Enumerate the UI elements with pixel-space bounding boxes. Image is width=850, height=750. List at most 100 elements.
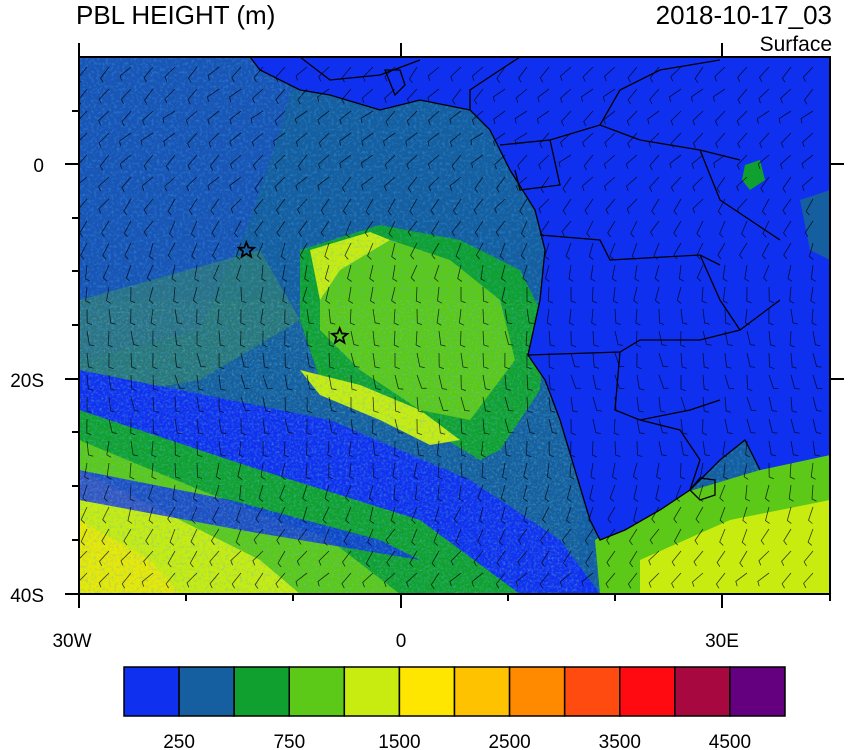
wind-barb xyxy=(592,418,601,434)
wind-barb xyxy=(453,198,462,216)
wind-barb xyxy=(323,528,330,546)
wind-barb xyxy=(515,572,528,587)
wind-barb xyxy=(230,550,242,566)
wind-barb xyxy=(108,396,116,413)
wind-barb xyxy=(673,242,682,260)
wind-barb xyxy=(654,286,660,304)
wind-barb xyxy=(190,528,198,546)
wind-barb xyxy=(758,88,770,104)
wind-barb xyxy=(143,550,154,566)
wind-barb xyxy=(630,220,638,238)
wind-barb xyxy=(438,396,449,412)
wind-barb xyxy=(658,330,667,346)
wind-barb xyxy=(416,418,423,436)
wind-barb xyxy=(789,330,795,348)
wind-barb xyxy=(712,88,726,102)
wind-barb xyxy=(613,418,619,436)
wind-barb xyxy=(341,176,352,193)
wind-barb xyxy=(85,264,91,282)
wind-barb xyxy=(702,418,708,436)
wind-barb xyxy=(413,462,419,480)
wind-barb xyxy=(614,440,621,457)
wind-barb xyxy=(274,154,286,170)
wind-barb xyxy=(84,462,90,480)
wind-barb xyxy=(496,66,506,83)
wind-barb xyxy=(558,154,572,168)
wind-barb xyxy=(802,132,814,148)
wind-barb xyxy=(188,66,198,83)
wind-barb xyxy=(569,462,575,480)
wind-barb xyxy=(756,110,770,124)
wind-barb xyxy=(164,88,176,104)
wind-barb xyxy=(760,528,770,545)
wind-barb xyxy=(415,286,422,304)
wind-barb xyxy=(167,550,176,568)
wind-barb xyxy=(523,506,529,524)
wind-barb xyxy=(658,440,667,457)
wind-barb xyxy=(780,88,792,104)
wind-barb xyxy=(218,396,225,414)
wind-barb xyxy=(519,198,528,216)
wind-barb xyxy=(152,330,158,348)
wind-barb xyxy=(632,462,638,480)
wind-barb xyxy=(787,264,793,282)
wind-barb xyxy=(79,550,88,566)
wind-barb xyxy=(675,484,682,502)
wind-barb xyxy=(436,308,442,326)
wind-barb xyxy=(409,66,418,84)
wind-barb xyxy=(504,308,513,325)
wind-barb xyxy=(474,220,484,238)
wind-barb xyxy=(339,110,352,125)
wind-barb xyxy=(500,484,506,502)
wind-barb xyxy=(86,308,93,326)
wind-barb xyxy=(762,220,770,238)
wind-barb xyxy=(279,484,286,502)
wind-barb xyxy=(540,176,550,193)
wind-barb xyxy=(719,528,726,546)
wind-barb xyxy=(810,462,816,480)
wind-barb xyxy=(410,264,418,282)
wind-barb xyxy=(495,572,506,589)
wind-barb xyxy=(696,220,704,238)
wind-barb xyxy=(238,440,244,458)
wind-barb xyxy=(536,110,550,124)
wind-barb xyxy=(714,110,726,126)
wind-barb xyxy=(583,110,594,127)
wind-barb xyxy=(457,264,463,282)
wind-barb xyxy=(192,286,198,304)
wind-barb xyxy=(275,66,286,83)
wind-barb xyxy=(212,242,220,260)
wind-barb xyxy=(194,264,200,282)
wind-barb xyxy=(210,198,220,215)
wind-barb xyxy=(433,528,440,546)
wind-barb xyxy=(780,154,792,170)
wind-barb xyxy=(658,352,669,368)
wind-barb xyxy=(317,572,330,587)
wind-barb xyxy=(406,154,418,170)
wind-barb xyxy=(411,528,418,546)
wind-barb xyxy=(603,110,616,125)
wind-barb xyxy=(152,374,159,391)
wind-barb xyxy=(633,484,639,502)
wind-barb xyxy=(449,110,462,125)
wind-barb xyxy=(715,132,726,149)
wind-barb xyxy=(605,572,616,589)
wind-barb xyxy=(284,374,293,391)
wind-barb xyxy=(274,110,286,126)
wind-barb xyxy=(746,374,753,391)
wind-barb xyxy=(811,308,817,326)
pbl-height-field xyxy=(79,57,830,594)
wind-barb xyxy=(633,286,638,304)
wind-barb xyxy=(86,352,94,369)
wind-barb xyxy=(761,242,770,260)
wind-barb xyxy=(648,132,660,148)
wind-barb xyxy=(470,132,484,146)
wind-barb xyxy=(240,330,246,348)
wind-barb xyxy=(649,88,660,105)
wind-barb xyxy=(695,506,704,524)
wind-barb xyxy=(304,264,310,282)
wind-barb xyxy=(121,110,132,127)
wind-barb xyxy=(345,220,352,238)
wind-barb xyxy=(438,374,448,390)
wind-barb xyxy=(391,286,396,304)
